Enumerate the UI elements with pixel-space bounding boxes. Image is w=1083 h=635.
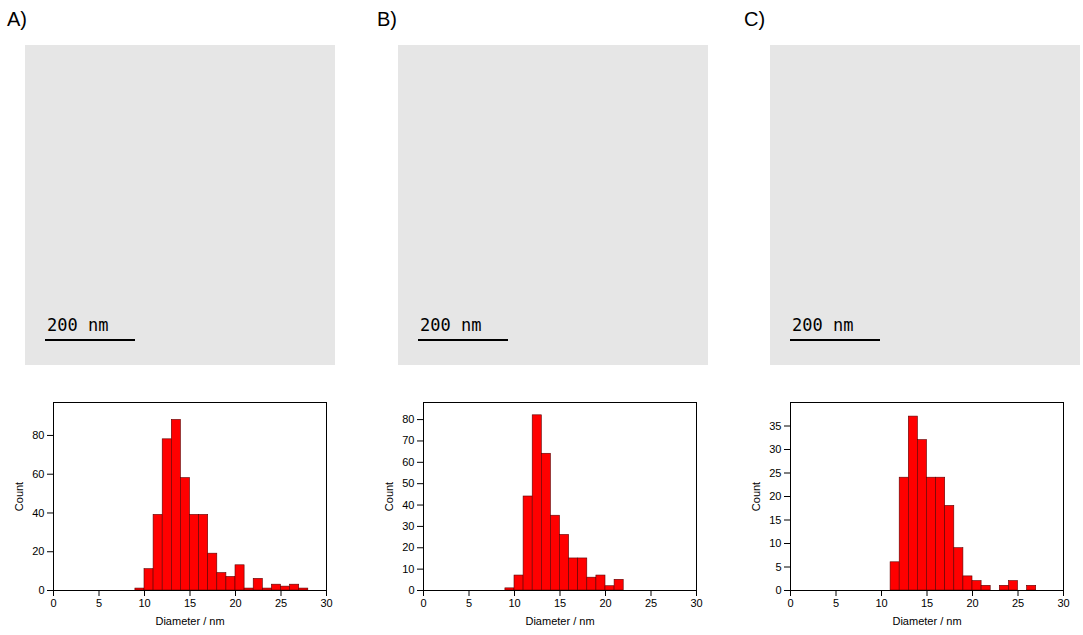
svg-text:80: 80 bbox=[402, 413, 414, 425]
svg-text:10: 10 bbox=[875, 597, 887, 609]
svg-text:0: 0 bbox=[38, 584, 44, 596]
svg-text:Count: Count bbox=[750, 482, 762, 511]
svg-text:70: 70 bbox=[402, 434, 414, 446]
svg-text:10: 10 bbox=[138, 597, 150, 609]
svg-text:15: 15 bbox=[184, 597, 196, 609]
svg-text:5: 5 bbox=[775, 561, 781, 573]
svg-text:5: 5 bbox=[466, 597, 472, 609]
svg-text:0: 0 bbox=[775, 584, 781, 596]
svg-text:15: 15 bbox=[921, 597, 933, 609]
svg-text:0: 0 bbox=[420, 597, 426, 609]
svg-text:20: 20 bbox=[599, 597, 611, 609]
svg-text:30: 30 bbox=[1057, 597, 1069, 609]
svg-text:Diameter / nm: Diameter / nm bbox=[155, 615, 224, 627]
svg-text:35: 35 bbox=[769, 420, 781, 432]
svg-text:0: 0 bbox=[408, 584, 414, 596]
svg-text:Count: Count bbox=[383, 482, 395, 511]
html-text:200 nm: 200 nm bbox=[47, 315, 109, 335]
svg-text:20: 20 bbox=[32, 545, 44, 557]
svg-text:25: 25 bbox=[1012, 597, 1024, 609]
svg-text:10: 10 bbox=[769, 537, 781, 549]
svg-text:5: 5 bbox=[833, 597, 839, 609]
svg-text:40: 40 bbox=[32, 506, 44, 518]
svg-text:5: 5 bbox=[96, 597, 102, 609]
svg-text:60: 60 bbox=[32, 468, 44, 480]
svg-text:Diameter / nm: Diameter / nm bbox=[525, 615, 594, 627]
svg-text:30: 30 bbox=[320, 597, 332, 609]
svg-text:15: 15 bbox=[769, 514, 781, 526]
svg-text:10: 10 bbox=[402, 563, 414, 575]
svg-text:40: 40 bbox=[402, 499, 414, 511]
svg-text:10: 10 bbox=[508, 597, 520, 609]
svg-text:25: 25 bbox=[769, 467, 781, 479]
svg-text:0: 0 bbox=[50, 597, 56, 609]
html-text:B): B) bbox=[377, 8, 397, 30]
svg-text:50: 50 bbox=[402, 477, 414, 489]
svg-text:15: 15 bbox=[554, 597, 566, 609]
svg-text:20: 20 bbox=[229, 597, 241, 609]
svg-text:0: 0 bbox=[787, 597, 793, 609]
svg-text:30: 30 bbox=[690, 597, 702, 609]
svg-text:Diameter / nm: Diameter / nm bbox=[892, 615, 961, 627]
svg-text:20: 20 bbox=[402, 541, 414, 553]
html-text:200 nm: 200 nm bbox=[792, 315, 854, 335]
svg-text:80: 80 bbox=[32, 429, 44, 441]
svg-text:60: 60 bbox=[402, 456, 414, 468]
svg-text:30: 30 bbox=[769, 443, 781, 455]
svg-text:20: 20 bbox=[769, 490, 781, 502]
svg-text:25: 25 bbox=[645, 597, 657, 609]
html-text:C): C) bbox=[744, 8, 766, 30]
svg-text:20: 20 bbox=[966, 597, 978, 609]
svg-text:30: 30 bbox=[402, 520, 414, 532]
html-text:A): A) bbox=[7, 8, 27, 30]
html-text:200 nm: 200 nm bbox=[420, 315, 482, 335]
svg-text:Count: Count bbox=[13, 482, 25, 511]
svg-text:25: 25 bbox=[275, 597, 287, 609]
